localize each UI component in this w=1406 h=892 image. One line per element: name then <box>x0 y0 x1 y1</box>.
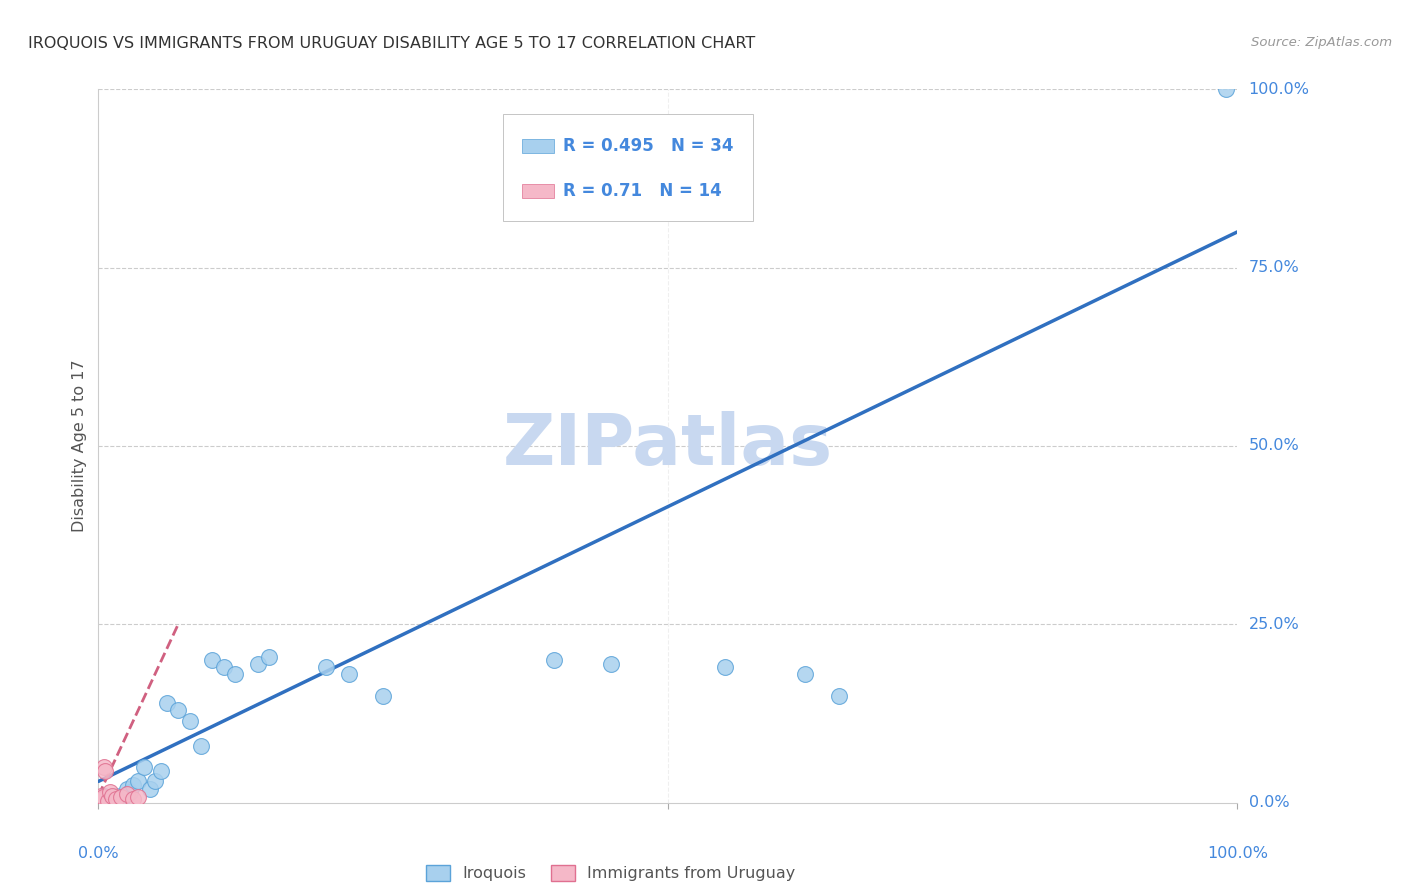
Point <box>127 790 149 805</box>
Point <box>110 794 132 808</box>
Text: ZIPatlas: ZIPatlas <box>503 411 832 481</box>
Point <box>96 794 118 808</box>
Point <box>127 774 149 789</box>
Point <box>828 689 851 703</box>
Point <box>121 778 143 792</box>
Point <box>94 764 117 778</box>
Point <box>259 649 281 664</box>
Point <box>714 660 737 674</box>
Point <box>1215 82 1237 96</box>
Point <box>115 787 138 801</box>
Point <box>101 789 124 803</box>
Point <box>132 760 155 774</box>
Point <box>110 790 132 805</box>
Point <box>108 792 131 806</box>
Point <box>179 714 201 728</box>
Point <box>138 781 160 796</box>
Point <box>121 792 143 806</box>
Point <box>93 760 115 774</box>
Point <box>150 764 173 778</box>
Text: 0.0%: 0.0% <box>79 846 118 861</box>
Point <box>90 789 112 803</box>
Text: Source: ZipAtlas.com: Source: ZipAtlas.com <box>1251 36 1392 49</box>
Point <box>246 657 269 671</box>
Point <box>91 790 114 805</box>
Point <box>98 794 121 808</box>
Point <box>98 785 121 799</box>
Point <box>156 696 179 710</box>
Text: R = 0.495   N = 34: R = 0.495 N = 34 <box>562 136 734 154</box>
Point <box>112 790 135 805</box>
Point <box>145 774 167 789</box>
FancyBboxPatch shape <box>522 139 554 153</box>
Point <box>115 781 138 796</box>
Point <box>167 703 190 717</box>
Point <box>315 660 337 674</box>
Point <box>89 794 111 808</box>
Point <box>190 739 212 753</box>
FancyBboxPatch shape <box>522 184 554 198</box>
Point <box>96 792 118 806</box>
Point <box>224 667 246 681</box>
Text: 75.0%: 75.0% <box>1249 260 1299 275</box>
Text: 100.0%: 100.0% <box>1249 82 1309 96</box>
Point <box>201 653 224 667</box>
Point <box>793 667 815 681</box>
Point <box>101 790 124 805</box>
Text: 100.0%: 100.0% <box>1206 846 1268 861</box>
Point <box>104 789 127 803</box>
Point <box>93 789 115 803</box>
Point <box>371 689 394 703</box>
Point <box>543 653 565 667</box>
Y-axis label: Disability Age 5 to 17: Disability Age 5 to 17 <box>72 359 87 533</box>
Point <box>212 660 235 674</box>
Text: 25.0%: 25.0% <box>1249 617 1299 632</box>
Point <box>90 792 112 806</box>
Point <box>337 667 360 681</box>
Point <box>104 792 127 806</box>
Text: 0.0%: 0.0% <box>1249 796 1289 810</box>
Point <box>600 657 623 671</box>
FancyBboxPatch shape <box>503 114 754 221</box>
Point <box>120 785 142 799</box>
Text: IROQUOIS VS IMMIGRANTS FROM URUGUAY DISABILITY AGE 5 TO 17 CORRELATION CHART: IROQUOIS VS IMMIGRANTS FROM URUGUAY DISA… <box>28 36 755 51</box>
Legend: Iroquois, Immigrants from Uruguay: Iroquois, Immigrants from Uruguay <box>420 858 801 888</box>
Text: R = 0.71   N = 14: R = 0.71 N = 14 <box>562 182 721 200</box>
Text: 50.0%: 50.0% <box>1249 439 1299 453</box>
